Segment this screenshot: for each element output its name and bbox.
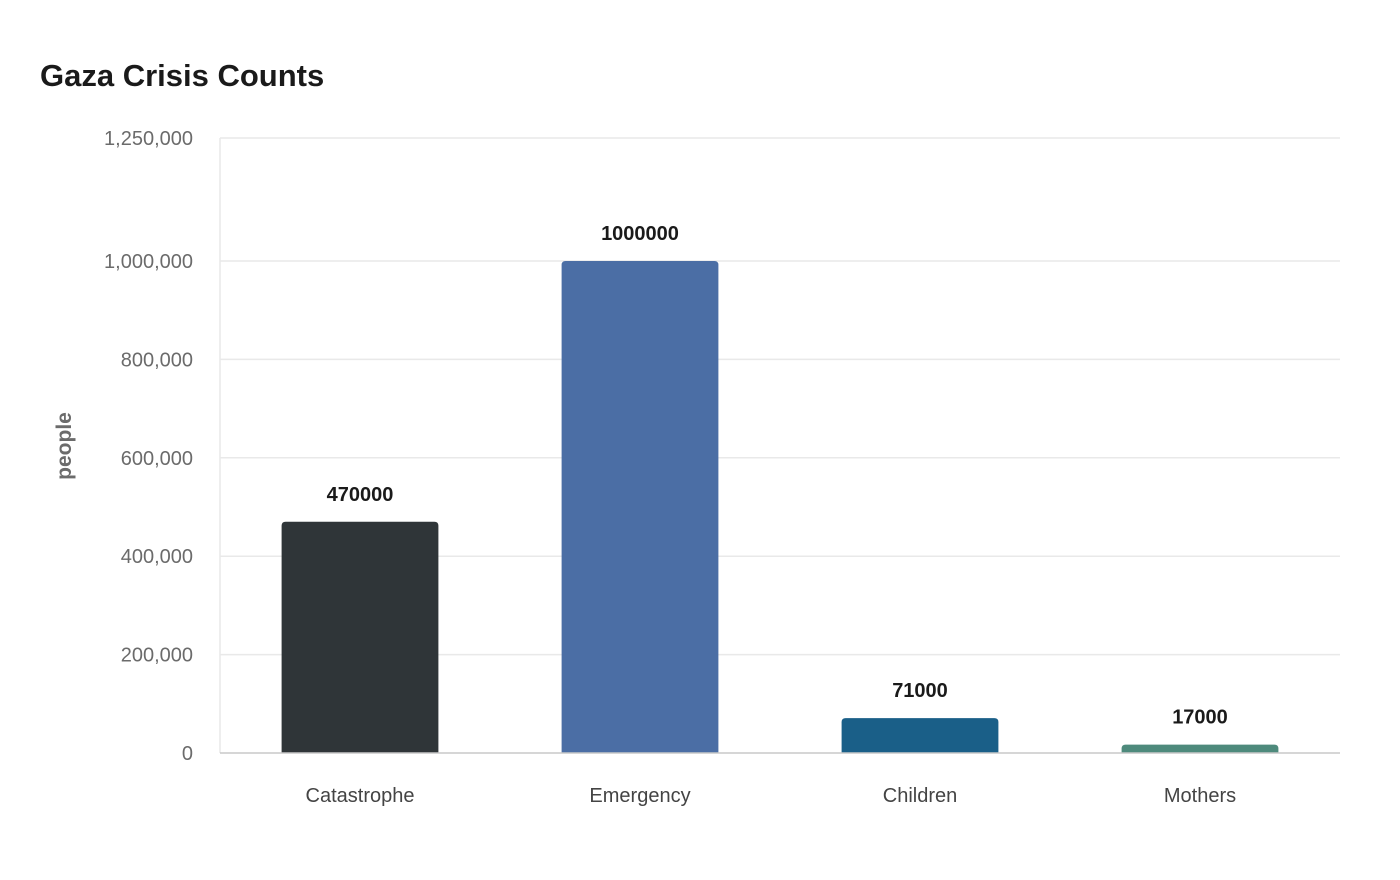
data-label-children: 71000 (892, 680, 948, 702)
x-tick-label-children: Children (883, 785, 957, 807)
data-label-mothers: 17000 (1172, 707, 1228, 729)
data-label-emergency: 1000000 (601, 223, 679, 245)
y-tick-label: 1,250,000 (104, 128, 193, 150)
bars (281, 261, 1279, 753)
bar-catastrophe (281, 521, 439, 753)
y-tick-label: 400,000 (121, 546, 193, 568)
x-tick-label-mothers: Mothers (1164, 785, 1236, 807)
x-tick-label-emergency: Emergency (589, 785, 690, 807)
y-axis-title: people (53, 412, 76, 480)
data-label-catastrophe: 470000 (327, 484, 394, 506)
x-axis-ticks: Catastrophe Emergency Children Mothers (306, 785, 1237, 807)
y-axis-ticks: 0 200,000 400,000 600,000 800,000 1,000,000 1,… (104, 128, 193, 765)
y-tick-label: 0 (182, 743, 193, 765)
y-tick-label: 1,000,000 (104, 251, 193, 273)
y-tick-label: 800,000 (121, 349, 193, 371)
bar-children (841, 718, 999, 753)
bar-mothers (1121, 744, 1279, 753)
x-tick-label-catastrophe: Catastrophe (306, 785, 415, 807)
data-labels: 470000 1000000 71000 17000 (327, 223, 1228, 729)
bar-emergency (561, 261, 719, 753)
y-tick-label: 200,000 (121, 645, 193, 667)
chart-title: Gaza Crisis Counts (40, 58, 325, 93)
y-tick-label: 600,000 (121, 448, 193, 470)
